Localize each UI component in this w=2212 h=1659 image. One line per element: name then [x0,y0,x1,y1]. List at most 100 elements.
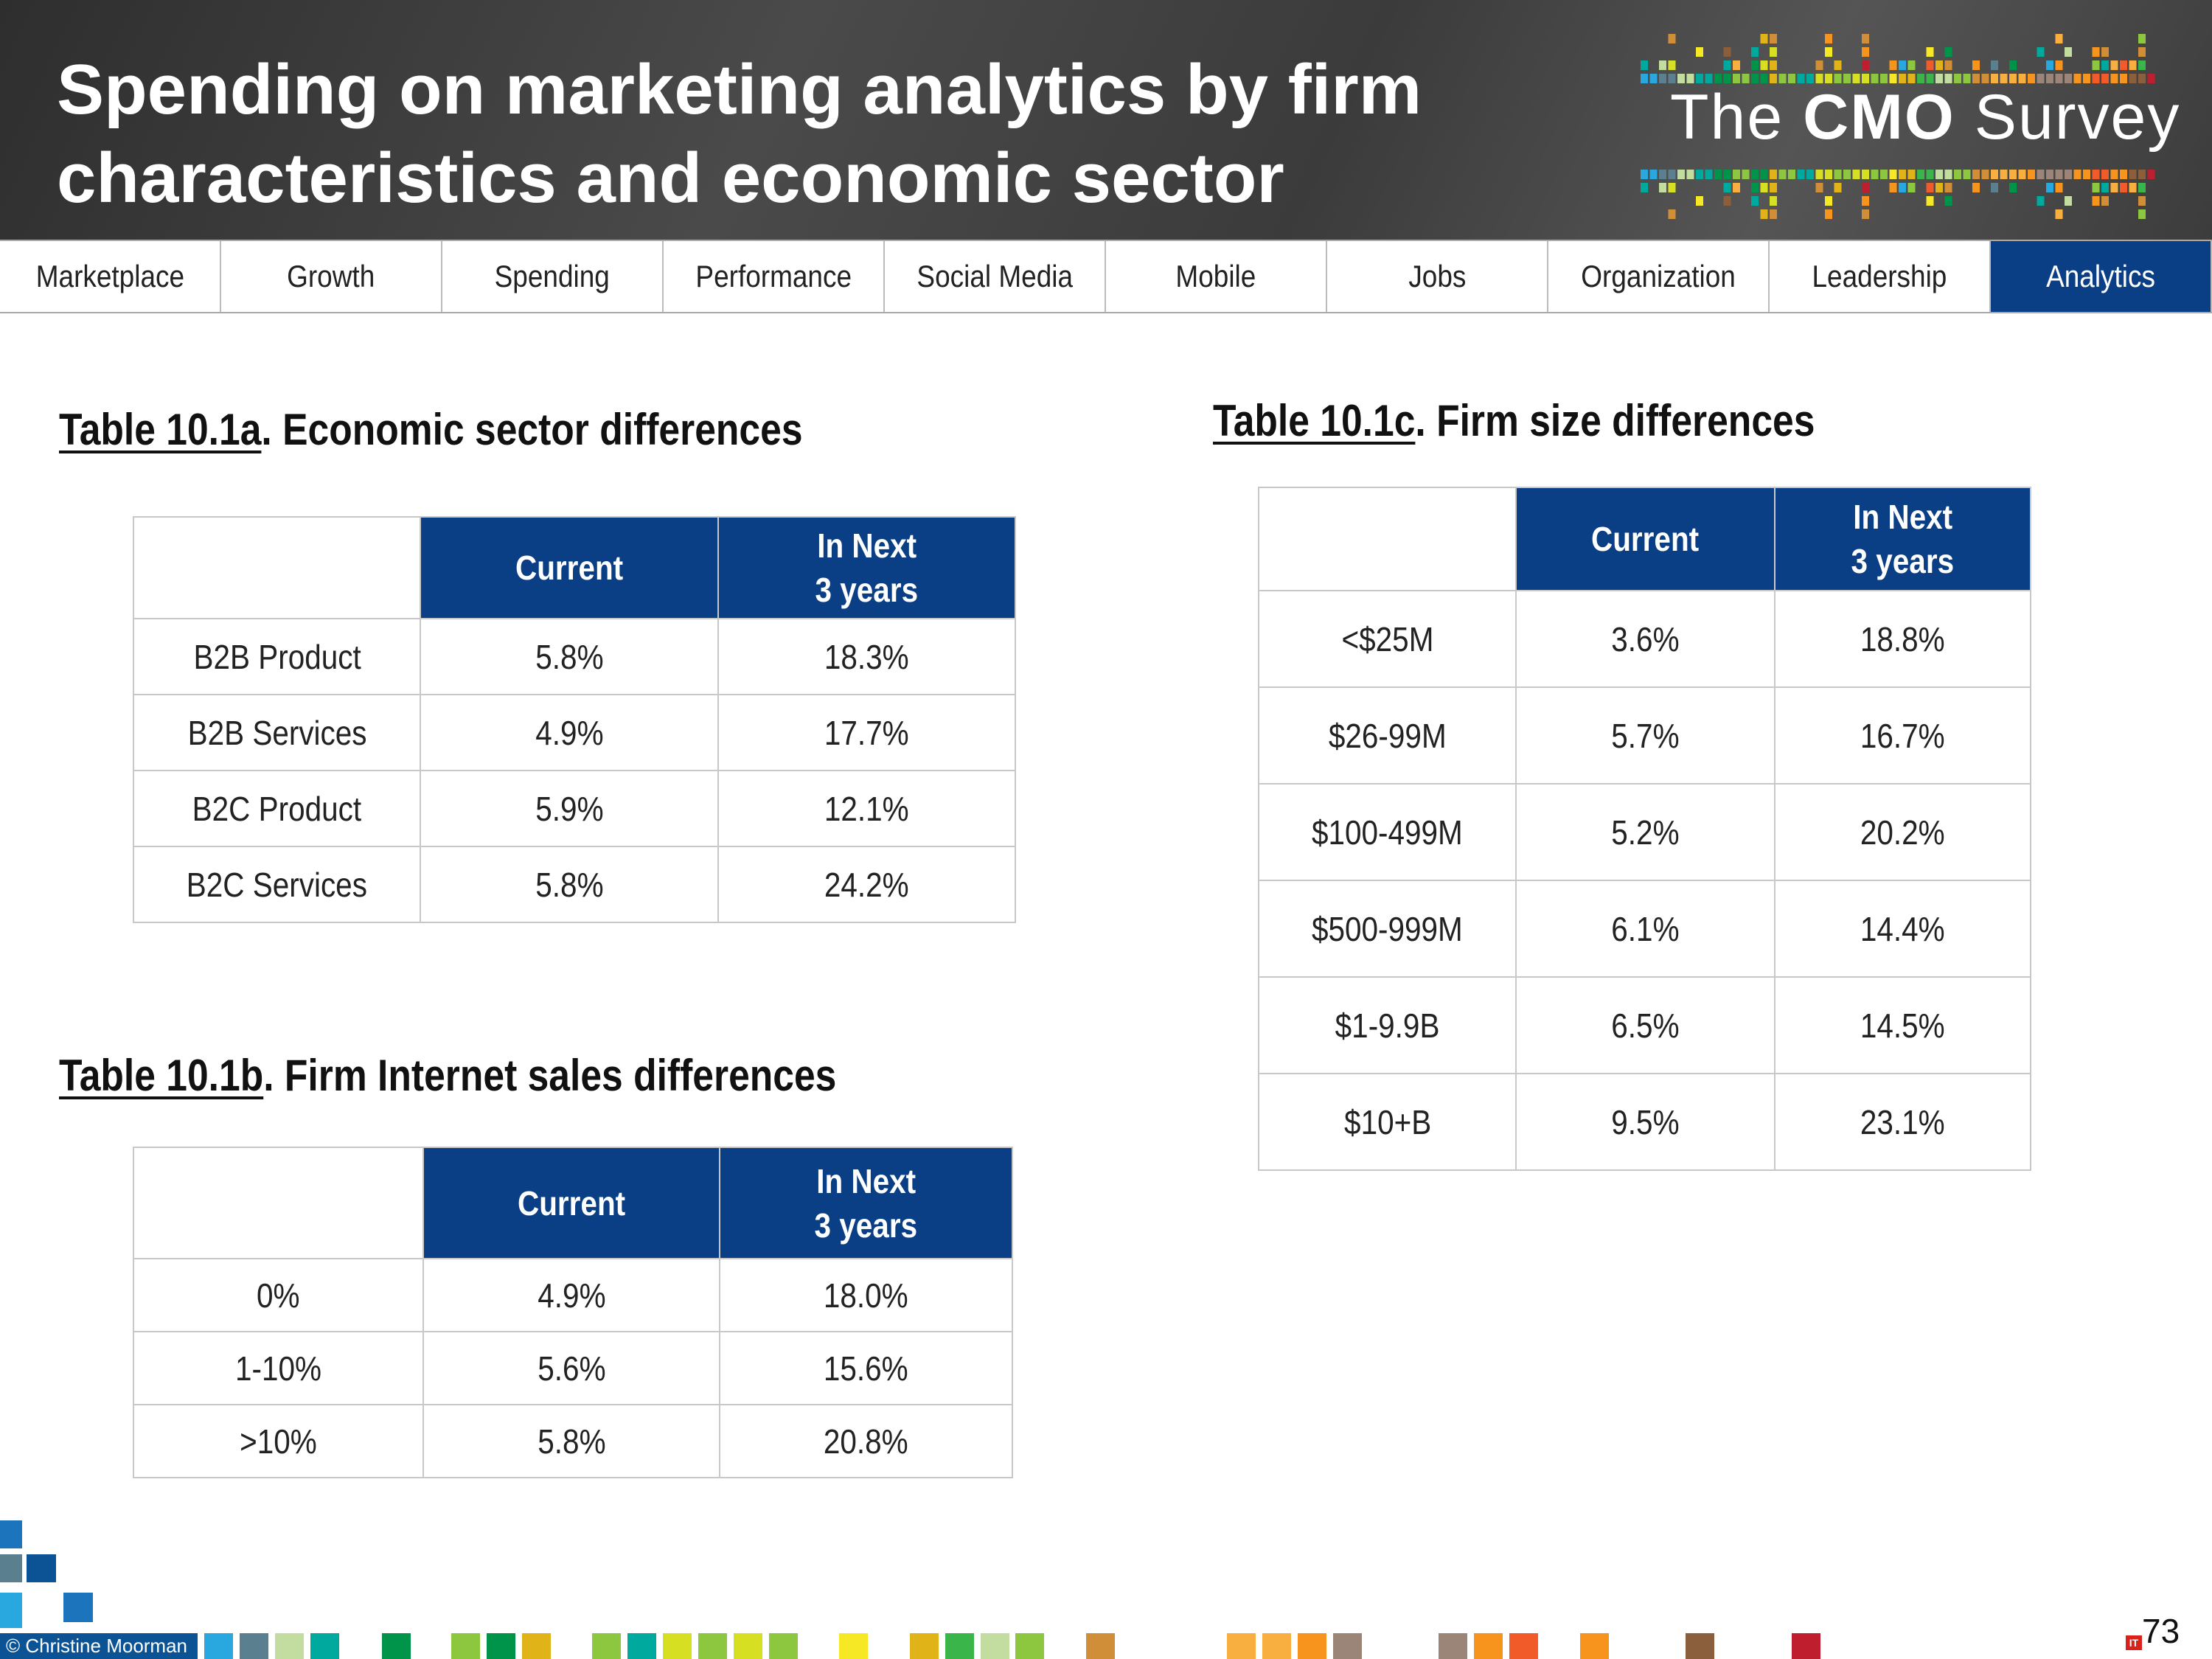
cell-value: 16.7% [1773,686,2032,785]
mosaic-pixel [1686,74,1694,83]
mosaic-pixel [1917,170,1924,179]
mosaic-pixel [2055,74,2063,83]
column-header: Current [422,1147,720,1259]
mosaic-pixel [1733,60,1740,70]
tab-organization[interactable]: Organization [1548,241,1770,312]
row-label: $1-9.9B [1257,976,1517,1074]
mosaic-pixel [1723,170,1731,179]
mosaic-pixel [1991,170,1998,179]
cell-value: 5.2% [1515,783,1775,881]
strip-square [1792,1633,1820,1659]
table-b-title: Table 10.1b. Firm Internet sales differe… [59,1051,837,1100]
mosaic-pixel [1641,74,1648,83]
mosaic-pixel [2138,60,2146,70]
mosaic-pixel [1963,74,1971,83]
mosaic-pixel [1825,34,1832,44]
tab-performance[interactable]: Performance [664,241,885,312]
mosaic-pixel [2129,60,2137,70]
mosaic-pixel [2092,47,2100,57]
mosaic-pixel [1944,74,1952,83]
title-line-2: characteristics and economic sector [57,139,1284,218]
table-row: $500-999M 6.1% 14.4% [1257,880,2032,978]
mosaic-pixel [1751,183,1759,192]
mosaic-pixel [1889,60,1897,70]
cell-value: 5.8% [422,1404,720,1478]
mosaic-pixel [1659,74,1666,83]
mosaic-pixel [1770,209,1777,219]
table-firm-size: Current In Next 3 years <$25M 3.6% 18.8% $26-9… [1257,487,2032,1171]
mosaic-pixel [2092,196,2100,206]
table-a-title: Table 10.1a. Economic sector differences [59,405,803,454]
mosaic-pixel [2138,74,2146,83]
mosaic-pixel [1935,170,1943,179]
tab-jobs[interactable]: Jobs [1327,241,1548,312]
tab-leadership[interactable]: Leadership [1770,241,1991,312]
table-row: <$25M 3.6% 18.8% [1257,590,2032,688]
mosaic-pixel [1889,74,1897,83]
mosaic-pixel [1907,74,1916,83]
mosaic-pixel [1926,196,1934,206]
tab-label: Leadership [1812,259,1947,293]
decor-square [0,1554,22,1582]
mosaic-pixel [2092,74,2100,83]
tab-analytics[interactable]: Analytics [1991,241,2212,312]
tab-social-media[interactable]: Social Media [885,241,1106,312]
mosaic-pixel [1991,74,1998,83]
mosaic-pixel [1760,34,1768,44]
cell-value: 5.6% [422,1331,720,1405]
title-line-1: Spending on marketing analytics by firm [57,50,1422,129]
mosaic-pixel [2065,196,2072,206]
strip-square [1086,1633,1115,1659]
cell-value: 15.6% [718,1331,1014,1405]
slide-header: Spending on marketing analytics by firm … [0,0,2212,240]
table-c-title: Table 10.1c. Firm size differences [1213,396,1815,445]
mosaic-pixel [1899,60,1906,70]
cell-value: 5.9% [420,770,719,847]
mosaic-pixel [2092,170,2100,179]
mosaic-pixel [2092,60,2100,70]
header-blank [132,1147,425,1259]
mosaic-pixel [1944,47,1952,57]
tab-spending[interactable]: Spending [442,241,664,312]
mosaic-pixel [1843,74,1851,83]
mosaic-pixel [2083,74,2090,83]
strip-square [981,1633,1009,1659]
mosaic-pixel [1806,74,1814,83]
tab-mobile[interactable]: Mobile [1106,241,1327,312]
mosaic-pixel [1899,170,1906,179]
mosaic-pixel [1935,74,1943,83]
mosaic-pixel [1889,170,1897,179]
mosaic-pixel [1926,60,1934,70]
mosaic-pixel [2120,74,2127,83]
strip-square [1015,1633,1044,1659]
mosaic-pixel [2065,47,2072,57]
mosaic-pixel [1834,60,1842,70]
mosaic-pixel [1834,170,1842,179]
tab-marketplace[interactable]: Marketplace [0,241,221,312]
cell-value: 12.1% [717,770,1017,847]
strip-square [1509,1633,1538,1659]
mosaic-pixel [1733,170,1740,179]
mosaic-pixel [2009,183,2017,192]
mosaic-pixel [1705,170,1713,179]
mosaic-pixel [2055,183,2063,192]
cell-value: 14.5% [1773,976,2032,1074]
mosaic-pixel [2120,170,2127,179]
mosaic-pixel [1862,183,1869,192]
tab-label: Social Media [917,259,1073,293]
decor-square [0,1593,22,1628]
tab-growth[interactable]: Growth [221,241,442,312]
mosaic-pixel [1926,170,1934,179]
mosaic-pixel [1889,183,1897,192]
mosaic-pixel [1659,170,1666,179]
strip-square [275,1633,304,1659]
mosaic-pixel [2110,183,2118,192]
mosaic-pixel [2083,170,2090,179]
mosaic-pixel [1862,47,1869,57]
mosaic-pixel [1880,170,1888,179]
mosaic-pixel [2138,34,2146,44]
mosaic-pixel [1991,60,1998,70]
cell-value: 20.8% [718,1404,1014,1478]
table-row: >10% 5.8% 20.8% [132,1404,1014,1478]
mosaic-pixel [1871,74,1879,83]
